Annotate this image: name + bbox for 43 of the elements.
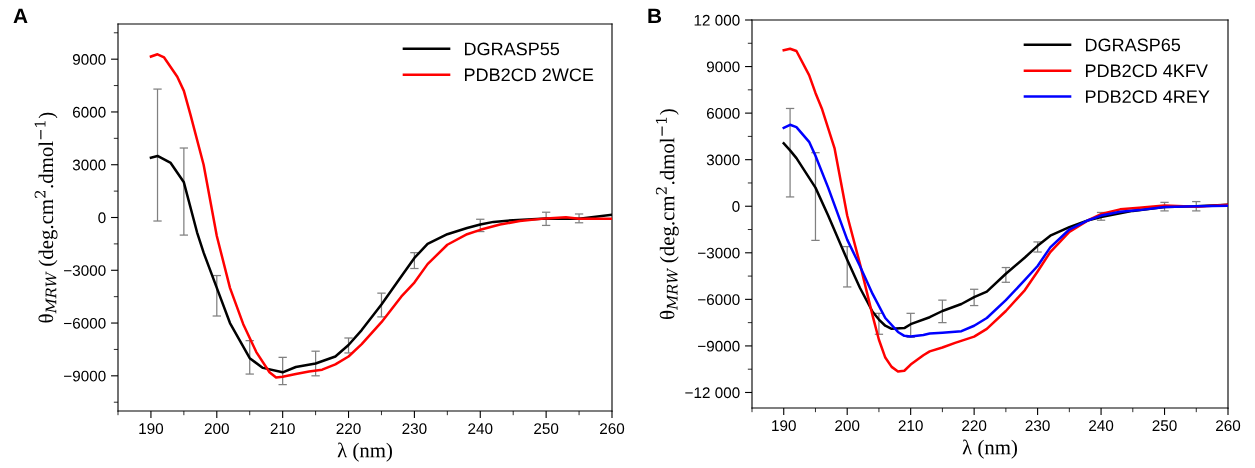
x-tick-label: 190 bbox=[139, 423, 164, 435]
text: A bbox=[13, 8, 28, 24]
x-tick-label: 220 bbox=[336, 423, 361, 435]
y-tick-label: −12 000 bbox=[685, 387, 740, 399]
y-tick-label: −6000 bbox=[698, 294, 740, 306]
y-tick-label: 0 bbox=[732, 201, 740, 212]
x-tick-label: 230 bbox=[1025, 420, 1050, 432]
y-tick-label: −6000 bbox=[64, 317, 106, 329]
x-tick-label: 190 bbox=[772, 420, 796, 432]
x-axis-title: λ (nm) bbox=[962, 439, 1017, 459]
y-tick-label: 0 bbox=[98, 212, 106, 224]
legend-label: PDB2CD 4REY bbox=[1086, 90, 1210, 104]
y-tick-label: 6000 bbox=[706, 107, 740, 119]
text: B bbox=[648, 8, 662, 24]
x-tick-label: 250 bbox=[1152, 420, 1177, 432]
y-tick-label: 6000 bbox=[72, 106, 106, 118]
x-tick-label: 250 bbox=[534, 423, 559, 435]
x-tick-label: 260 bbox=[1216, 420, 1241, 432]
y-tick-label: −9000 bbox=[64, 370, 106, 382]
x-tick-label: 210 bbox=[898, 420, 923, 432]
x-tick-label: 240 bbox=[468, 423, 493, 435]
legend-label: PDB2CD 4KFV bbox=[1086, 64, 1208, 78]
legend-label: PDB2CD 2WCE bbox=[465, 68, 594, 82]
x-tick-label: 230 bbox=[402, 423, 427, 435]
y-tick-label: −9000 bbox=[698, 340, 740, 352]
x-tick-label: 200 bbox=[204, 423, 229, 435]
legend-label: DGRASP65 bbox=[1086, 38, 1181, 52]
x-axis-title: λ (nm) bbox=[337, 442, 392, 462]
y-tick-label: 3000 bbox=[72, 159, 106, 171]
legend-label: DGRASP55 bbox=[465, 42, 560, 56]
y-tick-label: 3000 bbox=[706, 154, 740, 166]
x-tick-label: 220 bbox=[962, 420, 987, 432]
y-tick-label: 9000 bbox=[72, 54, 106, 65]
y-axis-title: θ$_{MRW}$ (deg.cm$^{2}$.dmol$^{−1}$) bbox=[34, 112, 58, 323]
x-tick-label: 240 bbox=[1089, 420, 1114, 432]
x-tick-label: 210 bbox=[270, 423, 295, 435]
y-tick-label: −3000 bbox=[64, 265, 106, 276]
y-axis-title: θ$_{MRW}$ (deg.cm$^{2}$.dmol$^{−1}$) bbox=[655, 109, 679, 319]
y-tick-label: −3000 bbox=[698, 247, 740, 259]
x-tick-label: 260 bbox=[600, 423, 625, 435]
x-tick-label: 200 bbox=[835, 420, 860, 432]
y-tick-label: 9000 bbox=[706, 61, 740, 73]
y-tick-label: 12 000 bbox=[694, 14, 740, 26]
